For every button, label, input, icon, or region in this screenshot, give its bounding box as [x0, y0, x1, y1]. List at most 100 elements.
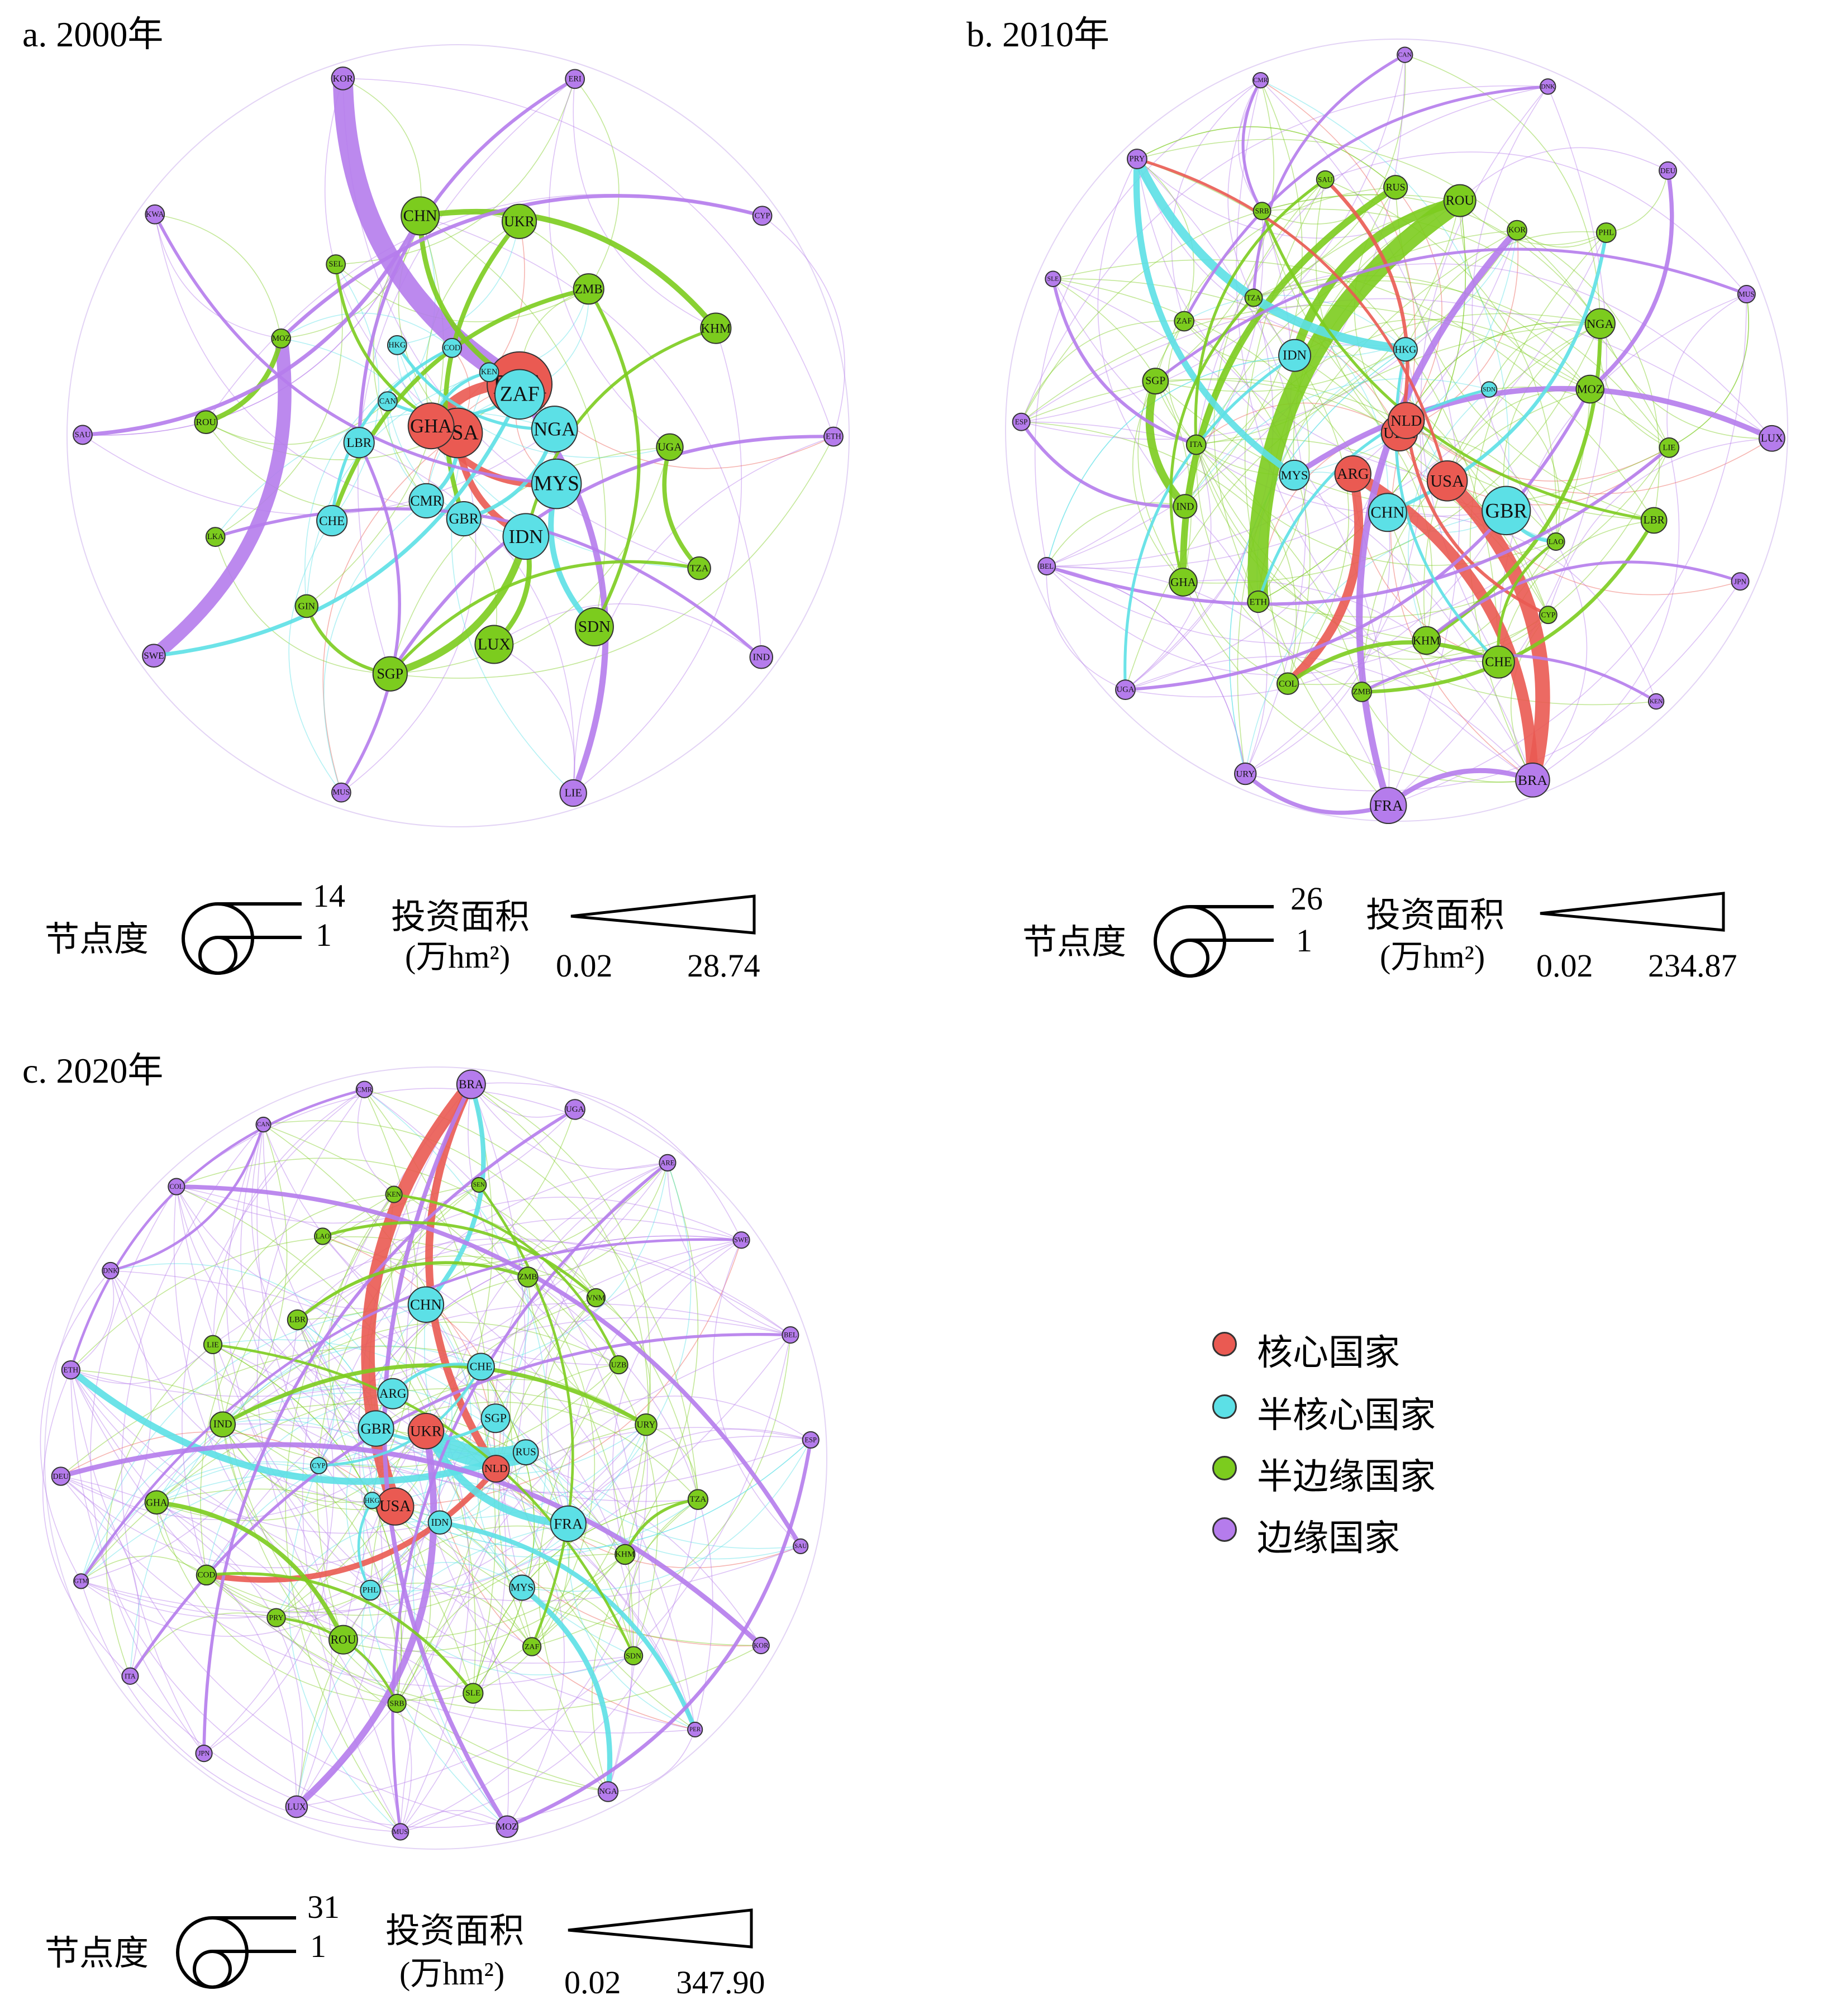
node-gbr[interactable]: GBR	[1482, 485, 1531, 536]
node-bel[interactable]: BEL	[782, 1326, 799, 1344]
node-hkg[interactable]: HKG	[387, 335, 407, 355]
node-chn[interactable]: CHN	[401, 196, 440, 236]
node-nld[interactable]: NLD	[1388, 402, 1425, 439]
node-cod[interactable]: COD	[196, 1564, 217, 1586]
node-ury[interactable]: URY	[635, 1413, 658, 1436]
node-gbr[interactable]: GBR	[358, 1410, 394, 1447]
node-pry[interactable]: PRY	[1126, 149, 1147, 169]
node-idn[interactable]: IDN	[502, 513, 550, 560]
node-gha[interactable]: GHA	[407, 402, 455, 450]
node-pry[interactable]: PRY	[266, 1608, 286, 1627]
node-rou[interactable]: ROU	[1443, 184, 1477, 217]
node-lbr[interactable]: LBR	[1640, 507, 1668, 534]
node-mus[interactable]: MUS	[331, 782, 351, 803]
node-gha[interactable]: GHA	[144, 1490, 169, 1515]
node-bra[interactable]: BRA	[456, 1069, 486, 1099]
node-eth[interactable]: ETH	[823, 426, 844, 447]
node-ind[interactable]: IND	[209, 1411, 236, 1438]
node-mys[interactable]: MYS	[509, 1574, 535, 1601]
node-usa[interactable]: USA	[1426, 460, 1468, 502]
node-lie[interactable]: LIE	[1659, 437, 1680, 458]
node-nga[interactable]: NGA	[597, 1781, 619, 1802]
node-esp[interactable]: ESP	[1012, 412, 1031, 431]
node-chn[interactable]: CHN	[407, 1286, 445, 1323]
node-cmr[interactable]: CMR	[408, 483, 444, 519]
node-ind[interactable]: IND	[1173, 494, 1198, 519]
node-cyp[interactable]: CYP	[309, 1456, 328, 1475]
node-zmb[interactable]: ZMB	[1351, 682, 1373, 702]
node-sle[interactable]: SLE	[1045, 270, 1061, 287]
node-che[interactable]: CHE	[1482, 645, 1515, 679]
node-cmr[interactable]: CMR	[355, 1080, 373, 1098]
node-nga[interactable]: NGA	[1584, 308, 1616, 339]
node-gha[interactable]: GHA	[1169, 568, 1198, 597]
node-dnk[interactable]: DNK	[1540, 78, 1556, 95]
node-mus[interactable]: MUS	[1737, 285, 1756, 304]
node-mus[interactable]: MUS	[392, 1823, 409, 1841]
node-nga[interactable]: NGA	[531, 406, 578, 453]
node-lie[interactable]: LIE	[203, 1335, 223, 1355]
node-cod[interactable]: COD	[442, 337, 463, 358]
node-swe[interactable]: SWE	[142, 644, 166, 668]
node-lie[interactable]: LIE	[559, 779, 587, 807]
node-sel[interactable]: SEL	[326, 254, 346, 275]
node-ita[interactable]: ITA	[1185, 434, 1207, 455]
node-kor[interactable]: KOR	[1507, 220, 1527, 241]
node-zmb[interactable]: ZMB	[573, 273, 604, 305]
node-khm[interactable]: KHM	[615, 1544, 636, 1565]
node-gtm[interactable]: GTM	[73, 1573, 89, 1589]
node-cmr[interactable]: CMR	[1252, 72, 1269, 89]
node-lka[interactable]: LKA	[205, 527, 226, 547]
node-lbr[interactable]: LBR	[287, 1309, 308, 1331]
node-are[interactable]: ARE	[659, 1154, 677, 1172]
node-kwa[interactable]: KWA	[145, 204, 165, 225]
node-sgp[interactable]: SGP	[1142, 368, 1169, 395]
node-arg[interactable]: ARG	[1334, 455, 1371, 493]
node-uga[interactable]: UGA	[1115, 679, 1136, 701]
node-lux[interactable]: LUX	[285, 1795, 308, 1818]
node-lux[interactable]: LUX	[474, 625, 514, 664]
node-rus[interactable]: RUS	[1383, 175, 1408, 200]
node-deu[interactable]: DEU	[51, 1466, 70, 1486]
node-hkg[interactable]: HKG	[363, 1492, 381, 1509]
node-rou[interactable]: ROU	[194, 410, 218, 435]
node-bra[interactable]: BRA	[1515, 763, 1550, 798]
node-che[interactable]: CHE	[316, 504, 348, 537]
node-tza[interactable]: TZA	[1244, 288, 1263, 307]
node-arg[interactable]: ARG	[377, 1378, 409, 1409]
node-sgp[interactable]: SGP	[480, 1403, 511, 1433]
node-zmb[interactable]: ZMB	[517, 1266, 539, 1288]
node-moz[interactable]: MOZ	[496, 1815, 519, 1839]
node-fra[interactable]: FRA	[1370, 787, 1407, 825]
node-rou[interactable]: ROU	[328, 1625, 358, 1655]
node-zaf[interactable]: ZAF	[522, 1637, 542, 1656]
node-lbr[interactable]: LBR	[343, 427, 375, 459]
node-ken[interactable]: KEN	[1647, 693, 1665, 710]
node-zaf[interactable]: ZAF	[1174, 311, 1195, 332]
node-sle[interactable]: SLE	[463, 1683, 484, 1704]
node-ury[interactable]: URY	[1234, 762, 1257, 785]
node-dnk[interactable]: DNK	[102, 1261, 120, 1280]
node-phl[interactable]: PHL	[1595, 222, 1617, 243]
node-col[interactable]: COL	[168, 1178, 185, 1196]
node-vnm[interactable]: VNM	[586, 1288, 606, 1308]
node-usa[interactable]: USA	[376, 1487, 415, 1526]
node-uga[interactable]: UGA	[564, 1099, 585, 1120]
node-sen[interactable]: SEN	[471, 1177, 487, 1193]
node-gin[interactable]: GIN	[294, 594, 319, 618]
node-can[interactable]: CAN	[1397, 46, 1413, 63]
node-mys[interactable]: MYS	[531, 458, 582, 509]
node-sau[interactable]: SAU	[1316, 170, 1335, 189]
node-gbr[interactable]: GBR	[446, 501, 482, 537]
node-chn[interactable]: CHN	[1368, 493, 1407, 532]
node-tza[interactable]: TZA	[687, 556, 711, 580]
node-swe[interactable]: SWE	[732, 1231, 750, 1249]
node-col[interactable]: COL	[1276, 672, 1299, 695]
node-lux[interactable]: LUX	[1758, 425, 1785, 452]
node-bel[interactable]: BEL	[1037, 556, 1056, 575]
node-sgp[interactable]: SGP	[372, 656, 408, 692]
node-mys[interactable]: MYS	[1279, 459, 1310, 491]
node-tza[interactable]: TZA	[687, 1489, 709, 1510]
node-uga[interactable]: UGA	[656, 433, 684, 461]
node-lao[interactable]: LAO	[313, 1227, 332, 1245]
